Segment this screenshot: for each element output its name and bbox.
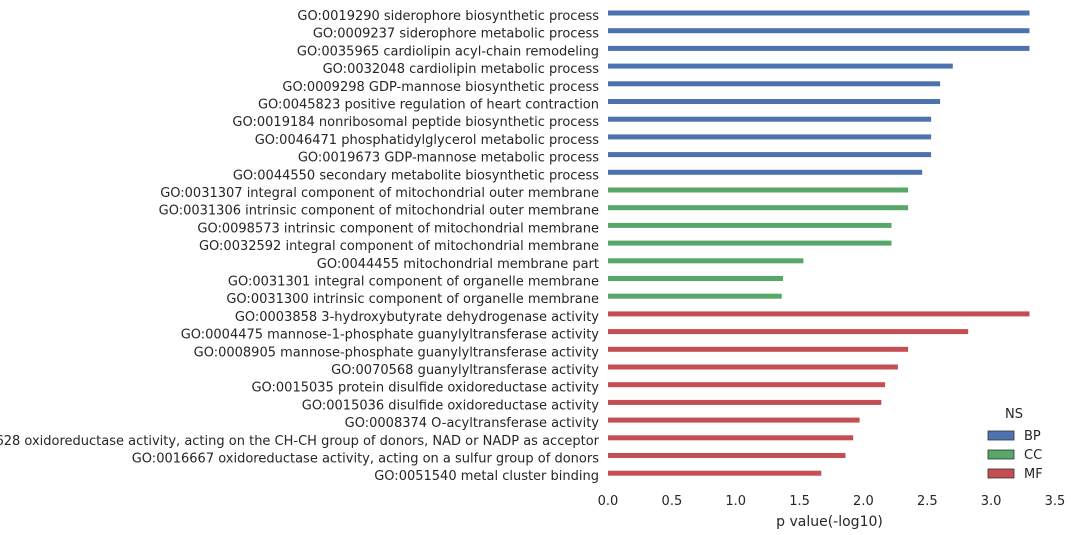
category-label: GO:0070568 guanylyltransferase activity <box>331 363 599 378</box>
x-tick-label: 0.0 <box>598 494 619 509</box>
bar-cc <box>608 276 783 281</box>
legend-swatch-cc <box>987 449 1015 460</box>
category-label: GO:0019290 siderophore biosynthetic proc… <box>297 9 599 24</box>
bar-bp <box>608 116 932 122</box>
legend-label-cc: CC <box>1024 448 1042 463</box>
category-label: GO:0019184 nonribosomal peptide biosynth… <box>232 115 599 130</box>
x-axis-label: p value(-log10) <box>776 514 883 530</box>
bar-cc <box>608 240 892 246</box>
x-tick-label: 3.5 <box>1045 494 1066 509</box>
x-tick-label: 2.0 <box>853 494 874 509</box>
category-label: GO:0009237 siderophore metabolic process <box>313 27 599 42</box>
bar-bp <box>608 134 932 140</box>
category-label: GO:0035965 cardiolipin acyl-chain remode… <box>297 44 599 59</box>
x-tick-label: 2.5 <box>917 494 938 509</box>
category-label: GO:0009298 GDP-mannose biosynthetic proc… <box>282 80 599 95</box>
category-label: GO:0032592 integral component of mitocho… <box>199 239 599 254</box>
x-tick-label: 1.5 <box>789 494 810 509</box>
category-label: GO:0008374 O-acyltransferase activity <box>345 416 600 431</box>
legend: NS BP CC MF <box>987 407 1043 482</box>
category-label: GO:0044550 secondary metabolite biosynth… <box>233 168 599 183</box>
bar-bp <box>608 152 932 158</box>
x-axis-ticks: 0.0 0.5 1.0 1.5 2.0 2.5 3.0 3.5 <box>598 494 1066 509</box>
category-label: GO:0032048 cardiolipin metabolic process <box>323 62 600 77</box>
bar-bp <box>608 99 941 104</box>
category-label: GO:0051540 metal cluster binding <box>374 469 599 484</box>
category-labels: GO:0019290 siderophore biosynthetic proc… <box>0 9 600 484</box>
legend-title: NS <box>1005 407 1023 422</box>
category-label: GO:0031300 intrinsic component of organe… <box>226 292 599 307</box>
category-label: GO:0003858 3-hydroxybutyrate dehydrogena… <box>235 310 599 325</box>
legend-label-bp: BP <box>1024 429 1041 444</box>
bar-bp <box>608 10 1030 16</box>
bar-cc <box>608 293 782 299</box>
x-tick-label: 0.5 <box>662 494 683 509</box>
bar-mf <box>608 417 860 423</box>
bar-bp <box>608 45 1030 51</box>
bar-bp <box>608 81 941 87</box>
category-label: GO:0045823 positive regulation of heart … <box>258 98 599 113</box>
category-label: GO:0098573 intrinsic component of mitoch… <box>197 221 599 236</box>
category-label: GO:0016667 oxidoreductase activity, acti… <box>132 452 599 467</box>
category-label: GO:0031307 integral component of mitocho… <box>160 186 599 201</box>
bar-bp <box>608 28 1030 34</box>
bar-mf <box>608 399 882 405</box>
category-label: GO:0015035 protein disulfide oxidoreduct… <box>251 381 599 396</box>
category-label: GO:0046471 phosphatidylglycerol metaboli… <box>255 133 600 148</box>
category-label: GO:0019673 GDP-mannose metabolic process <box>298 151 599 166</box>
bar-mf <box>608 453 846 458</box>
bar-mf <box>608 346 909 352</box>
category-label: GO:0004475 mannose-1-phosphate guanylylt… <box>181 328 600 343</box>
bar-mf <box>608 470 822 476</box>
bar-mf <box>608 435 854 441</box>
legend-label-mf: MF <box>1024 467 1043 482</box>
category-label: GO:0016628 oxidoreductase activity, acti… <box>0 434 600 449</box>
bar-mf <box>608 364 898 370</box>
x-tick-label: 1.0 <box>725 494 746 509</box>
bar-cc <box>608 222 892 228</box>
bars-layer <box>608 10 1030 476</box>
bar-bp <box>608 63 953 69</box>
legend-swatch-bp <box>987 430 1015 441</box>
bar-cc <box>608 187 909 193</box>
category-label: GO:0044455 mitochondrial membrane part <box>317 257 599 272</box>
bar-mf <box>608 329 969 335</box>
bar-cc <box>608 258 804 264</box>
bar-cc <box>608 205 909 211</box>
category-label: GO:0031306 intrinsic component of mitoch… <box>159 204 599 219</box>
bar-bp <box>608 169 923 175</box>
legend-swatch-mf <box>987 468 1015 479</box>
bar-mf <box>608 382 886 388</box>
category-label: GO:0031301 integral component of organel… <box>228 275 599 290</box>
category-label: GO:0008905 mannose-phosphate guanylyltra… <box>194 345 600 360</box>
bar-mf <box>608 311 1030 317</box>
x-tick-label: 3.0 <box>981 494 1002 509</box>
category-label: GO:0015036 disulfide oxidoreductase acti… <box>302 398 599 413</box>
